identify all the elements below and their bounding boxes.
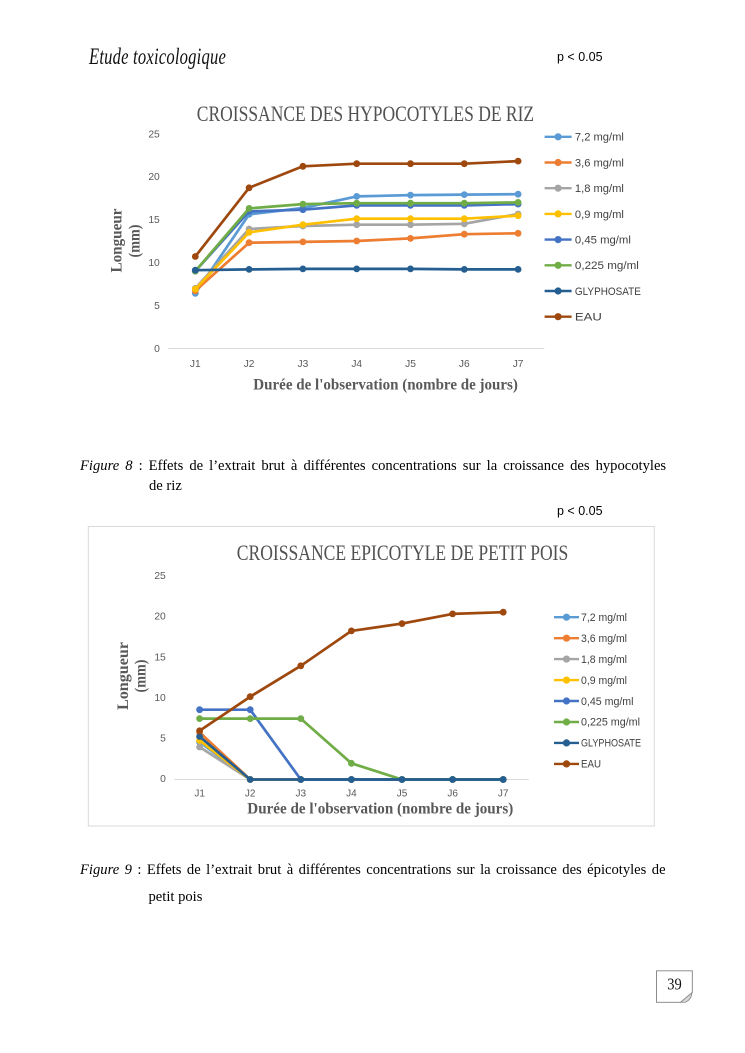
svg-text:0,9 mg/ml: 0,9 mg/ml <box>575 209 624 221</box>
svg-text:J7: J7 <box>513 359 524 370</box>
svg-text:20: 20 <box>154 612 166 623</box>
svg-text:GLYPHOSATE: GLYPHOSATE <box>581 738 641 750</box>
svg-text:0: 0 <box>160 774 166 785</box>
svg-text:J1: J1 <box>190 359 201 370</box>
svg-text:J2: J2 <box>245 789 256 800</box>
svg-text:J3: J3 <box>296 789 307 800</box>
svg-text:Durée de l'observation (nombre: Durée de l'observation (nombre de jours) <box>253 377 518 394</box>
svg-text:CROISSANCE DES HYPOCOTYLES DE: CROISSANCE DES HYPOCOTYLES DE RIZ <box>197 101 534 126</box>
svg-text:25: 25 <box>148 129 160 140</box>
svg-text:EAU: EAU <box>575 312 602 324</box>
svg-text:1,8 mg/ml: 1,8 mg/ml <box>581 654 627 666</box>
svg-text:3,6 mg/ml: 3,6 mg/ml <box>575 157 624 169</box>
svg-text:Longueur: Longueur <box>115 642 132 710</box>
svg-text:10: 10 <box>154 693 166 704</box>
svg-text:25: 25 <box>154 571 166 582</box>
svg-text:3,6 mg/ml: 3,6 mg/ml <box>581 633 627 645</box>
svg-text:J5: J5 <box>397 789 408 800</box>
svg-text:5: 5 <box>160 734 166 745</box>
svg-text:J4: J4 <box>351 359 362 370</box>
svg-text:0,45 mg/ml: 0,45 mg/ml <box>581 696 634 708</box>
svg-text:10: 10 <box>148 258 160 269</box>
svg-text:J3: J3 <box>298 359 309 370</box>
svg-text:20: 20 <box>148 172 160 183</box>
svg-text:Longueur: Longueur <box>109 209 126 273</box>
svg-text:CROISSANCE EPICOTYLE DE PETIT: CROISSANCE EPICOTYLE DE PETIT POIS <box>237 540 569 565</box>
svg-text:15: 15 <box>148 215 160 226</box>
svg-text:0,45 mg/ml: 0,45 mg/ml <box>575 235 631 247</box>
svg-text:J5: J5 <box>405 359 416 370</box>
svg-text:EAU: EAU <box>581 759 601 771</box>
svg-text:7,2 mg/ml: 7,2 mg/ml <box>581 612 627 624</box>
svg-text:GLYPHOSATE: GLYPHOSATE <box>575 286 641 298</box>
svg-text:(mm): (mm) <box>133 660 150 693</box>
svg-text:0,9 mg/ml: 0,9 mg/ml <box>581 675 627 687</box>
svg-text:1,8 mg/ml: 1,8 mg/ml <box>575 183 624 195</box>
svg-text:J7: J7 <box>498 789 509 800</box>
svg-text:J2: J2 <box>244 359 255 370</box>
svg-text:0: 0 <box>154 344 160 355</box>
svg-text:J6: J6 <box>459 359 470 370</box>
svg-text:J4: J4 <box>346 789 357 800</box>
svg-text:39: 39 <box>667 975 682 994</box>
svg-text:J6: J6 <box>447 789 458 800</box>
svg-text:0,225 mg/ml: 0,225 mg/ml <box>575 260 639 272</box>
svg-text:7,2 mg/ml: 7,2 mg/ml <box>575 132 624 144</box>
svg-text:0,225 mg/ml: 0,225 mg/ml <box>581 717 640 729</box>
svg-text:5: 5 <box>154 301 160 312</box>
svg-text:15: 15 <box>154 652 166 663</box>
svg-text:(mm): (mm) <box>127 225 144 258</box>
svg-text:Durée de l'observation (nombre: Durée de l'observation (nombre de jours) <box>247 801 513 818</box>
svg-text:J1: J1 <box>194 789 205 800</box>
